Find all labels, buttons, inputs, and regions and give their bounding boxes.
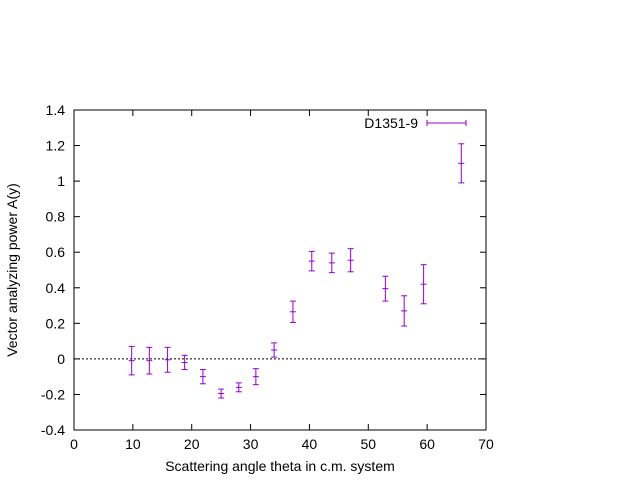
data-point <box>235 382 242 393</box>
x-tick-label: 30 <box>243 436 259 452</box>
data-point <box>181 354 188 371</box>
legend-label: D1351-9 <box>364 115 418 131</box>
y-tick-label: 1 <box>57 173 65 189</box>
data-point <box>289 300 296 323</box>
data-point <box>308 250 315 272</box>
y-tick-label: 0.2 <box>46 315 66 331</box>
data-point <box>328 252 335 274</box>
axis-ticks <box>73 109 487 431</box>
x-tick-label: 20 <box>184 436 200 452</box>
data-point <box>347 248 354 273</box>
x-tick-label: 0 <box>70 436 78 452</box>
data-point <box>252 368 259 386</box>
y-axis-label: Vector analyzing power A(y) <box>4 183 20 357</box>
y-tick-label: 0 <box>57 351 65 367</box>
y-tick-label: 1.4 <box>46 102 66 118</box>
y-tick-label: 1.2 <box>46 138 66 154</box>
legend: D1351-9 <box>364 115 467 131</box>
x-tick-label: 60 <box>419 436 435 452</box>
data-points <box>128 143 465 399</box>
tick-labels: 0 10 20 30 40 50 60 70 -0.4 -0.2 0 0.2 0.4 0.6 0.8 1 1.2… <box>41 102 494 452</box>
data-point <box>199 369 206 385</box>
data-point <box>458 143 465 184</box>
y-tick-label: -0.4 <box>41 422 65 438</box>
data-point <box>271 342 278 358</box>
data-point <box>420 264 427 305</box>
plot-border <box>73 109 487 431</box>
y-tick-label: 0.8 <box>46 209 66 225</box>
x-tick-label: 50 <box>360 436 376 452</box>
x-tick-label: 70 <box>478 436 494 452</box>
data-point <box>164 346 171 373</box>
x-tick-label: 10 <box>125 436 141 452</box>
data-point <box>382 275 389 302</box>
data-point <box>401 295 408 327</box>
data-point <box>146 346 153 375</box>
y-tick-label: -0.2 <box>41 386 65 402</box>
y-tick-label: 0.6 <box>46 244 66 260</box>
x-axis-label: Scattering angle theta in c.m. system <box>165 458 395 474</box>
data-point <box>128 345 135 376</box>
x-tick-label: 40 <box>302 436 318 452</box>
plot-frame <box>73 109 487 431</box>
data-point <box>218 388 225 399</box>
y-tick-label: 0.4 <box>46 280 66 296</box>
